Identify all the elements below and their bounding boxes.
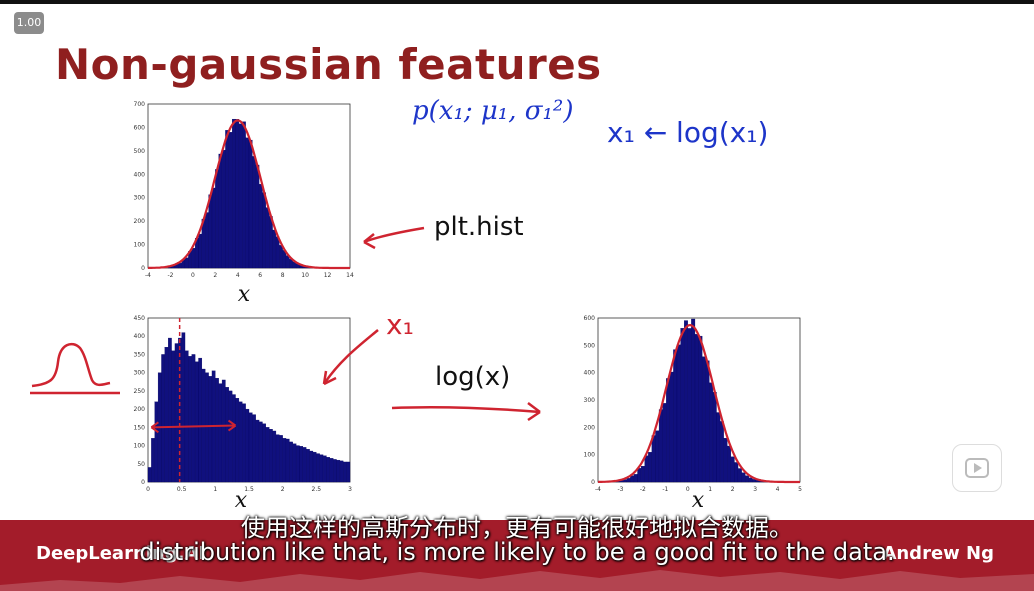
y-tick-label: 500 <box>584 342 596 349</box>
y-tick-label: 100 <box>134 443 146 450</box>
play-button[interactable] <box>952 444 1002 492</box>
top-edge <box>0 0 1034 4</box>
x-tick-label: 0 <box>191 272 195 279</box>
x-tick-label: 1 <box>708 486 712 493</box>
y-tick-label: 0 <box>141 479 145 486</box>
x-tick-label: 1.5 <box>244 486 254 493</box>
x-tick-label: 3 <box>753 486 757 493</box>
bar <box>346 461 351 483</box>
x-tick-label: 5 <box>798 486 802 493</box>
y-tick-label: 700 <box>134 101 146 108</box>
y-tick-label: 0 <box>141 265 145 272</box>
footer-bar <box>0 520 1034 591</box>
x-tick-label: 1 <box>213 486 217 493</box>
x-tick-label: -2 <box>640 486 646 493</box>
x-tick-label: 2 <box>213 272 217 279</box>
y-tick-label: 400 <box>134 333 146 340</box>
gaussian-fit-line <box>598 323 800 484</box>
arrow-to-top-chart <box>363 226 425 244</box>
x-tick-label: 4 <box>776 486 780 493</box>
y-tick-label: 200 <box>134 406 146 413</box>
y-tick-label: 600 <box>134 124 146 131</box>
deeplearning-logo: DeepLearning.AI <box>36 543 206 564</box>
subtitle-english: distribution like that, is more likely t… <box>139 538 895 566</box>
gaussian-fit-line <box>148 119 350 270</box>
y-tick-label: 0 <box>591 479 595 486</box>
log-arrow <box>391 405 541 414</box>
x-tick-label: 3 <box>348 486 352 493</box>
x-tick-label: 8 <box>281 272 285 279</box>
x-tick-label: -4 <box>145 272 151 279</box>
x-tick-label: -2 <box>167 272 173 279</box>
plt-hist-label: plt.hist <box>434 212 524 242</box>
x-tick-label: -4 <box>595 486 601 493</box>
x-tick-label: -1 <box>662 486 668 493</box>
x-tick-label: 0 <box>686 486 690 493</box>
slide-title: Non-gaussian features <box>55 40 602 89</box>
y-tick-label: 450 <box>134 315 146 322</box>
x-tick-label: 2 <box>281 486 285 493</box>
y-tick-label: 100 <box>134 242 146 249</box>
y-tick-label: 100 <box>584 452 596 459</box>
x-tick-label: 14 <box>346 272 354 279</box>
y-tick-label: 300 <box>134 195 146 202</box>
x-axis-label-bottom-left: x <box>234 488 248 513</box>
x-tick-label: 2.5 <box>312 486 322 493</box>
width-arrow <box>151 424 236 429</box>
histogram-top: -4 -2 0 2 4 6 8 10 12 14 0 100 200 300 400 500 600 700 <box>134 101 354 279</box>
x-tick-label: 6 <box>258 272 262 279</box>
y-tick-label: 300 <box>584 397 596 404</box>
y-tick-label: 600 <box>584 315 596 322</box>
sketch-skewed-curve <box>31 342 111 388</box>
x-tick-label: 0 <box>146 486 150 493</box>
x-tick-label: 0.5 <box>177 486 187 493</box>
y-tick-label: 400 <box>134 171 146 178</box>
x-axis-label-bottom-right: x <box>691 488 705 513</box>
y-tick-label: 400 <box>584 370 596 377</box>
x-tick-label: 12 <box>324 272 332 279</box>
play-icon <box>965 458 989 478</box>
x-tick-label: 4 <box>236 272 240 279</box>
width-arrow-heads <box>150 419 237 434</box>
log-x-label: log(x) <box>435 362 511 392</box>
y-tick-label: 200 <box>584 424 596 431</box>
handwritten-log-transform: x₁ ← log(x₁) <box>607 116 769 149</box>
y-tick-label: 200 <box>134 218 146 225</box>
x-tick-label: -3 <box>617 486 623 493</box>
y-tick-label: 50 <box>137 461 145 468</box>
histogram-bottom-left: 0 0.5 1 1.5 2 2.5 3 0 50 100 150 200 250 300 350 400 450 <box>134 315 353 493</box>
x-tick-label: 2 <box>731 486 735 493</box>
y-tick-label: 250 <box>134 388 146 395</box>
y-tick-label: 350 <box>134 351 146 358</box>
histogram-bottom-right: -4 -3 -2 -1 0 1 2 3 4 5 0 100 200 300 400 500 600 <box>584 315 803 493</box>
handwritten-formula: p(x₁; μ₁, σ₁²) <box>412 96 574 126</box>
playback-speed-badge[interactable]: 1.00 <box>14 12 44 34</box>
x-tick-label: 10 <box>301 272 309 279</box>
y-tick-label: 300 <box>134 370 146 377</box>
author-name: Andrew Ng <box>882 543 994 564</box>
y-tick-label: 150 <box>134 424 146 431</box>
subtitle-chinese: 使用这样的高斯分布时，更有可能很好地拟合数据。 <box>241 514 793 542</box>
handwritten-x1-label: x₁ <box>386 308 414 341</box>
x-axis-label-top: x <box>237 282 251 307</box>
arrow-to-skewed-chart <box>322 329 379 385</box>
y-tick-label: 500 <box>134 148 146 155</box>
